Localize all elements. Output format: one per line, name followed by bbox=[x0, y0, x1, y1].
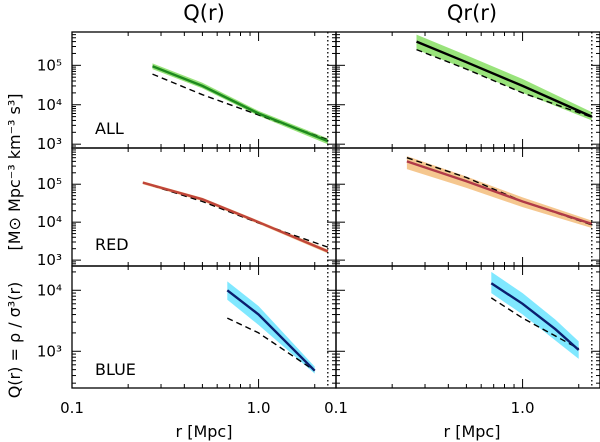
x-tick-label: 0.1 bbox=[60, 399, 84, 417]
panel-frame-r0c1 bbox=[335, 31, 600, 149]
error-band-2 bbox=[142, 181, 328, 254]
column-title-right: Qr(r) bbox=[447, 1, 497, 25]
x-tick-label: 0.1 bbox=[324, 399, 348, 417]
x-axis-label-left: r [Mpc] bbox=[176, 422, 233, 441]
y-axis-label-lower: Q(r) = ρ / σ³(r) bbox=[5, 282, 24, 399]
reference-line-4 bbox=[227, 317, 316, 372]
y-tick-label: 10⁴ bbox=[37, 213, 62, 231]
row-label-all: ALL bbox=[95, 119, 124, 138]
x-tick-label: 1.0 bbox=[511, 399, 535, 417]
y-axis-label: [M⊙ Mpc⁻³ km⁻³ s³] bbox=[5, 93, 24, 250]
y-tick-label: 10⁴ bbox=[37, 96, 62, 114]
panel-frame-r2c1 bbox=[335, 265, 600, 389]
y-tick-label: 10³ bbox=[37, 135, 62, 153]
row-label-red: RED bbox=[95, 235, 129, 254]
labels-layer: Q(r) Qr(r) r [Mpc] r [Mpc] [M⊙ Mpc⁻³ km⁻… bbox=[5, 1, 500, 441]
panel-frame-r1c1 bbox=[335, 147, 600, 267]
reference-line-1 bbox=[416, 48, 593, 118]
y-tick-label: 10⁵ bbox=[37, 56, 62, 74]
column-title-left: Q(r) bbox=[183, 1, 225, 25]
panel-frames bbox=[71, 31, 600, 389]
fit-line-2 bbox=[142, 181, 329, 253]
fit-line-4 bbox=[226, 289, 316, 372]
y-tick-label: 10³ bbox=[37, 342, 62, 360]
y-tick-label: 10³ bbox=[37, 251, 62, 269]
x-tick-label: 1.0 bbox=[247, 399, 271, 417]
reference-line-5 bbox=[490, 297, 580, 350]
axes-layer: 10³ 10⁴ 10⁵ 10³ 10⁴ 10⁵ 10³ 10⁴ 0.1 1.0 0.1 1.0 bbox=[37, 31, 600, 417]
error-band-5 bbox=[491, 271, 579, 359]
row-label-blue: BLUE bbox=[95, 360, 136, 379]
fit-line-0 bbox=[152, 65, 329, 143]
fit-line-1 bbox=[416, 40, 593, 118]
fit-line-5 bbox=[490, 282, 580, 351]
x-axis-label-right: r [Mpc] bbox=[444, 422, 501, 441]
y-tick-label: 10⁵ bbox=[37, 175, 62, 193]
fit-line-3 bbox=[406, 160, 593, 226]
reference-line-2 bbox=[142, 181, 329, 248]
y-tick-label: 10⁴ bbox=[37, 281, 62, 299]
data-layer bbox=[142, 34, 593, 374]
